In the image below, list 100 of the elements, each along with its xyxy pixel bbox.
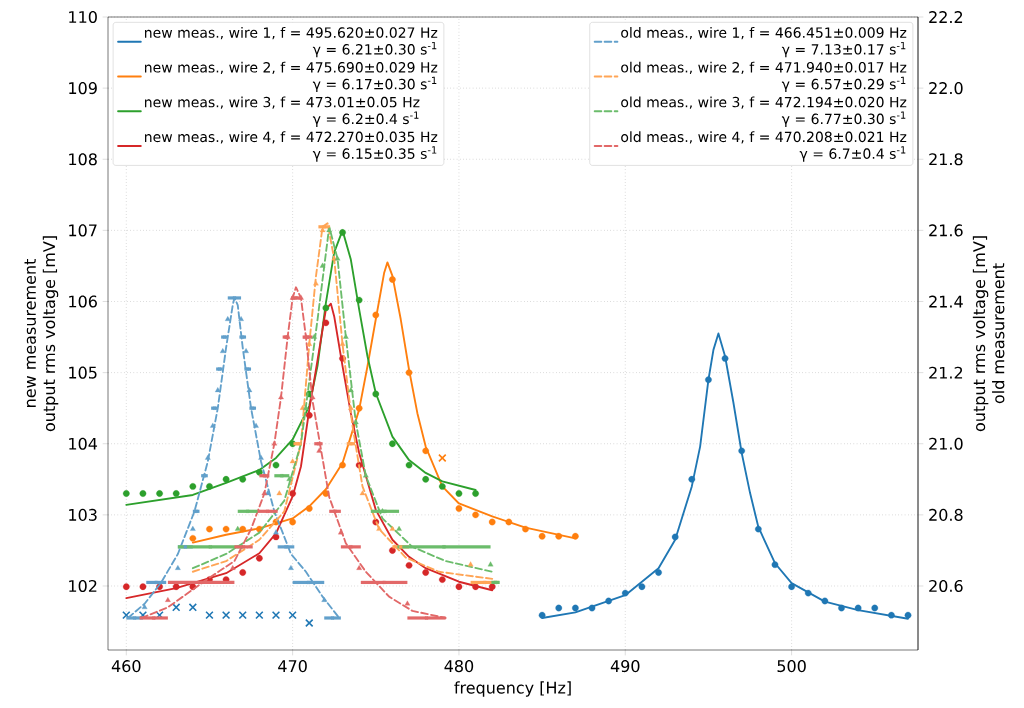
point (389, 525, 396, 531)
point (788, 583, 795, 591)
point (422, 569, 430, 576)
point (638, 583, 646, 591)
point (467, 561, 474, 567)
point (555, 532, 563, 540)
point (738, 447, 746, 455)
point (383, 509, 387, 513)
y-tick-label: 105 (69, 366, 97, 379)
point (139, 583, 147, 591)
point (871, 604, 879, 612)
point (284, 545, 288, 549)
point (243, 348, 249, 353)
x-tick-label: 480 (444, 660, 474, 673)
point (165, 597, 171, 602)
point (271, 440, 278, 446)
y-tick-label: 103 (69, 508, 97, 521)
point (771, 561, 779, 568)
point (333, 509, 337, 513)
point (334, 255, 341, 261)
y2-tick-label: 21.6 (929, 224, 963, 237)
point (422, 447, 430, 455)
point (288, 565, 294, 570)
point (238, 610, 247, 620)
point (438, 453, 447, 463)
point (234, 525, 241, 531)
x-tick-label: 490 (610, 660, 640, 673)
point (538, 611, 546, 619)
y-tick-label: 104 (69, 437, 98, 450)
point (189, 535, 197, 542)
point (309, 394, 316, 400)
point (258, 454, 264, 460)
point (278, 394, 284, 400)
point (348, 387, 354, 393)
point (405, 369, 413, 376)
point (538, 532, 546, 540)
point (355, 296, 363, 304)
legend-label: new meas., wire 1, f = 495.620±0.027 Hz γ = 6.21±0.30 s$^{-1}$ (145, 27, 438, 58)
x-tick-label: 460 (111, 660, 141, 673)
point (838, 604, 845, 612)
point (286, 476, 293, 481)
point (205, 610, 214, 620)
point (572, 532, 579, 540)
point (289, 490, 296, 497)
point (572, 604, 579, 612)
y2-tick-label: 21.4 (929, 295, 963, 308)
legend-label: old meas., wire 3, f = 472.194±0.020 Hz γ = 6.77±0.30 s$^{-1}$ (621, 96, 907, 127)
point (272, 533, 280, 541)
point (222, 475, 230, 483)
point (206, 483, 213, 490)
line-series (125, 302, 494, 600)
point (224, 316, 231, 321)
point (854, 604, 862, 612)
legend-label: old meas., wire 4, f = 470.208±0.021 Hz γ = 6.7±0.4 s$^{-1}$ (621, 131, 907, 162)
point (472, 511, 479, 519)
point (405, 461, 413, 469)
point (363, 472, 369, 478)
y-tick-label: 106 (69, 295, 97, 308)
point (172, 603, 181, 612)
point (655, 569, 662, 576)
point (239, 475, 247, 483)
point (322, 304, 330, 312)
point (190, 525, 196, 531)
point (399, 545, 403, 549)
point (424, 616, 429, 620)
point (152, 616, 156, 620)
point (721, 355, 729, 362)
point (488, 583, 496, 591)
y2-tick-label: 21.8 (929, 153, 963, 166)
point (356, 565, 362, 570)
point (305, 505, 313, 512)
point (256, 554, 263, 562)
point (253, 422, 259, 428)
y2-tick-label: 22.0 (929, 82, 963, 95)
point (303, 404, 309, 410)
point (222, 525, 230, 533)
point (804, 589, 812, 597)
point (288, 610, 297, 620)
point (289, 518, 296, 526)
point (255, 610, 264, 620)
point (172, 583, 180, 591)
point (555, 604, 563, 612)
legend-label: new meas., wire 3, f = 473.01±0.05 Hz γ = 6.2±0.4 s$^{-1}$ (145, 96, 420, 127)
point (208, 545, 212, 549)
legend-label: old meas., wire 2, f = 471.940±0.017 Hz γ = 6.57±0.29 s$^{-1}$ (621, 61, 907, 93)
y-tick-label: 109 (69, 82, 97, 95)
point (238, 316, 244, 321)
point (311, 333, 318, 339)
point (438, 483, 446, 490)
point (588, 604, 596, 612)
point (306, 580, 311, 585)
y2-tick-label: 20.8 (929, 508, 963, 521)
point (272, 461, 280, 469)
point (422, 475, 430, 483)
point (376, 525, 382, 531)
point (122, 583, 130, 591)
point (156, 490, 163, 497)
point (888, 611, 895, 619)
point (322, 319, 330, 327)
point (355, 404, 363, 412)
